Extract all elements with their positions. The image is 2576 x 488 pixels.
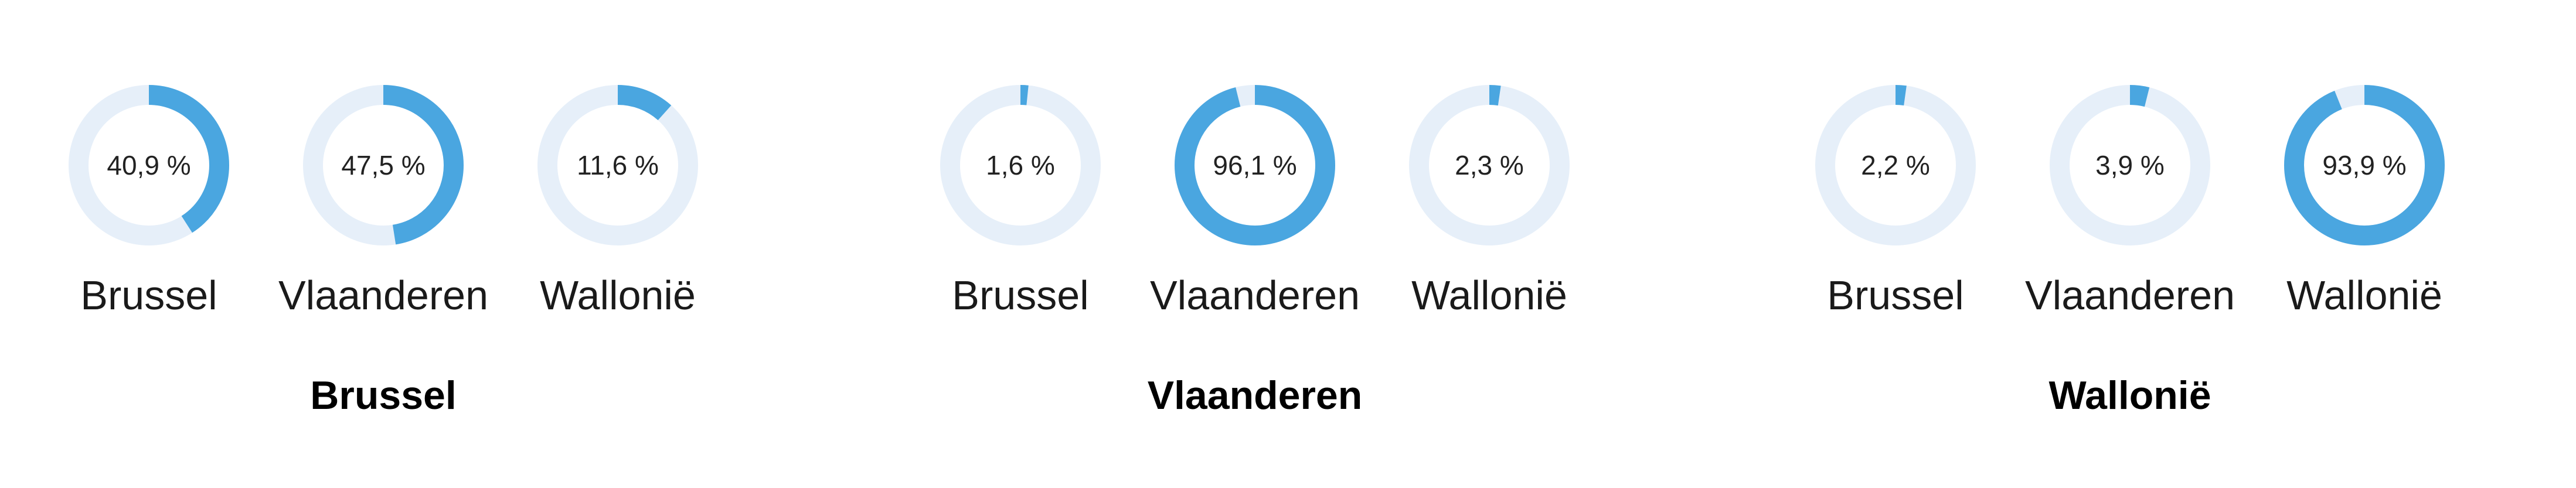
donut-value-label: 2,2 %	[1861, 150, 1930, 180]
donut-value-label: 47,5 %	[341, 150, 425, 180]
donut-value-label: 96,1 %	[1213, 150, 1296, 180]
group-title: Brussel	[310, 373, 456, 418]
donut-value-arc	[2050, 85, 2210, 245]
donut-category-label: Vlaanderen	[278, 272, 488, 318]
donut-category-label: Brussel	[952, 272, 1088, 318]
donut-value-label: 40,9 %	[107, 150, 190, 180]
donut-value-arc	[69, 85, 229, 245]
donut-value-arc	[1409, 85, 1570, 245]
donut-value-arc	[2284, 85, 2445, 245]
donut-value-arc	[537, 85, 698, 245]
group-title: Wallonië	[2048, 373, 2211, 418]
donut-value-label: 11,6 %	[577, 150, 659, 180]
donut-value-arc	[940, 85, 1101, 245]
donut-brussel-to-brussel: 40,9 % Brussel	[69, 85, 229, 318]
donut-wallonie-to-wallonie: 93,9 % Wallonië	[2284, 85, 2445, 318]
donut-value-label: 93,9 %	[2322, 150, 2406, 180]
donut-category-label: Brussel	[1827, 272, 1964, 318]
donut-category-label: Brussel	[80, 272, 217, 318]
donut-wallonie-to-vlaanderen: 3,9 % Vlaanderen	[2025, 85, 2235, 318]
donut-brussel-to-wallonie: 11,6 % Wallonië	[537, 85, 698, 318]
donut-category-label: Wallonië	[540, 272, 696, 318]
donut-value-label: 1,6 %	[986, 150, 1055, 180]
donut-vlaanderen-to-brussel: 1,6 % Brussel	[940, 85, 1101, 318]
donut-value-label: 3,9 %	[2095, 150, 2165, 180]
group-brussel: 40,9 % Brussel 47,5 % Vlaanderen 11,6 % Wal…	[69, 85, 698, 418]
donut-value-label: 2,3 %	[1455, 150, 1524, 180]
group-wallonie: 2,2 % Brussel 3,9 % Vlaanderen 93,9 % Wallo…	[1815, 85, 2445, 418]
donut-category-label: Vlaanderen	[1150, 272, 1360, 318]
donut-vlaanderen-to-wallonie: 2,3 % Wallonië	[1409, 85, 1570, 318]
group-vlaanderen: 1,6 % Brussel 96,1 % Vlaanderen 2,3 % Wallo…	[940, 85, 1570, 418]
donut-value-arc	[1815, 85, 1976, 245]
donut-value-arc	[1175, 85, 1335, 245]
donut-category-label: Wallonië	[1411, 272, 1567, 318]
group-title: Vlaanderen	[1148, 373, 1363, 418]
donut-vlaanderen-to-vlaanderen: 96,1 % Vlaanderen	[1150, 85, 1360, 318]
donut-category-label: Vlaanderen	[2025, 272, 2235, 318]
donut-brussel-to-vlaanderen: 47,5 % Vlaanderen	[278, 85, 488, 318]
donut-category-label: Wallonië	[2286, 272, 2442, 318]
donut-wallonie-to-brussel: 2,2 % Brussel	[1815, 85, 1976, 318]
donut-value-arc	[303, 85, 464, 245]
